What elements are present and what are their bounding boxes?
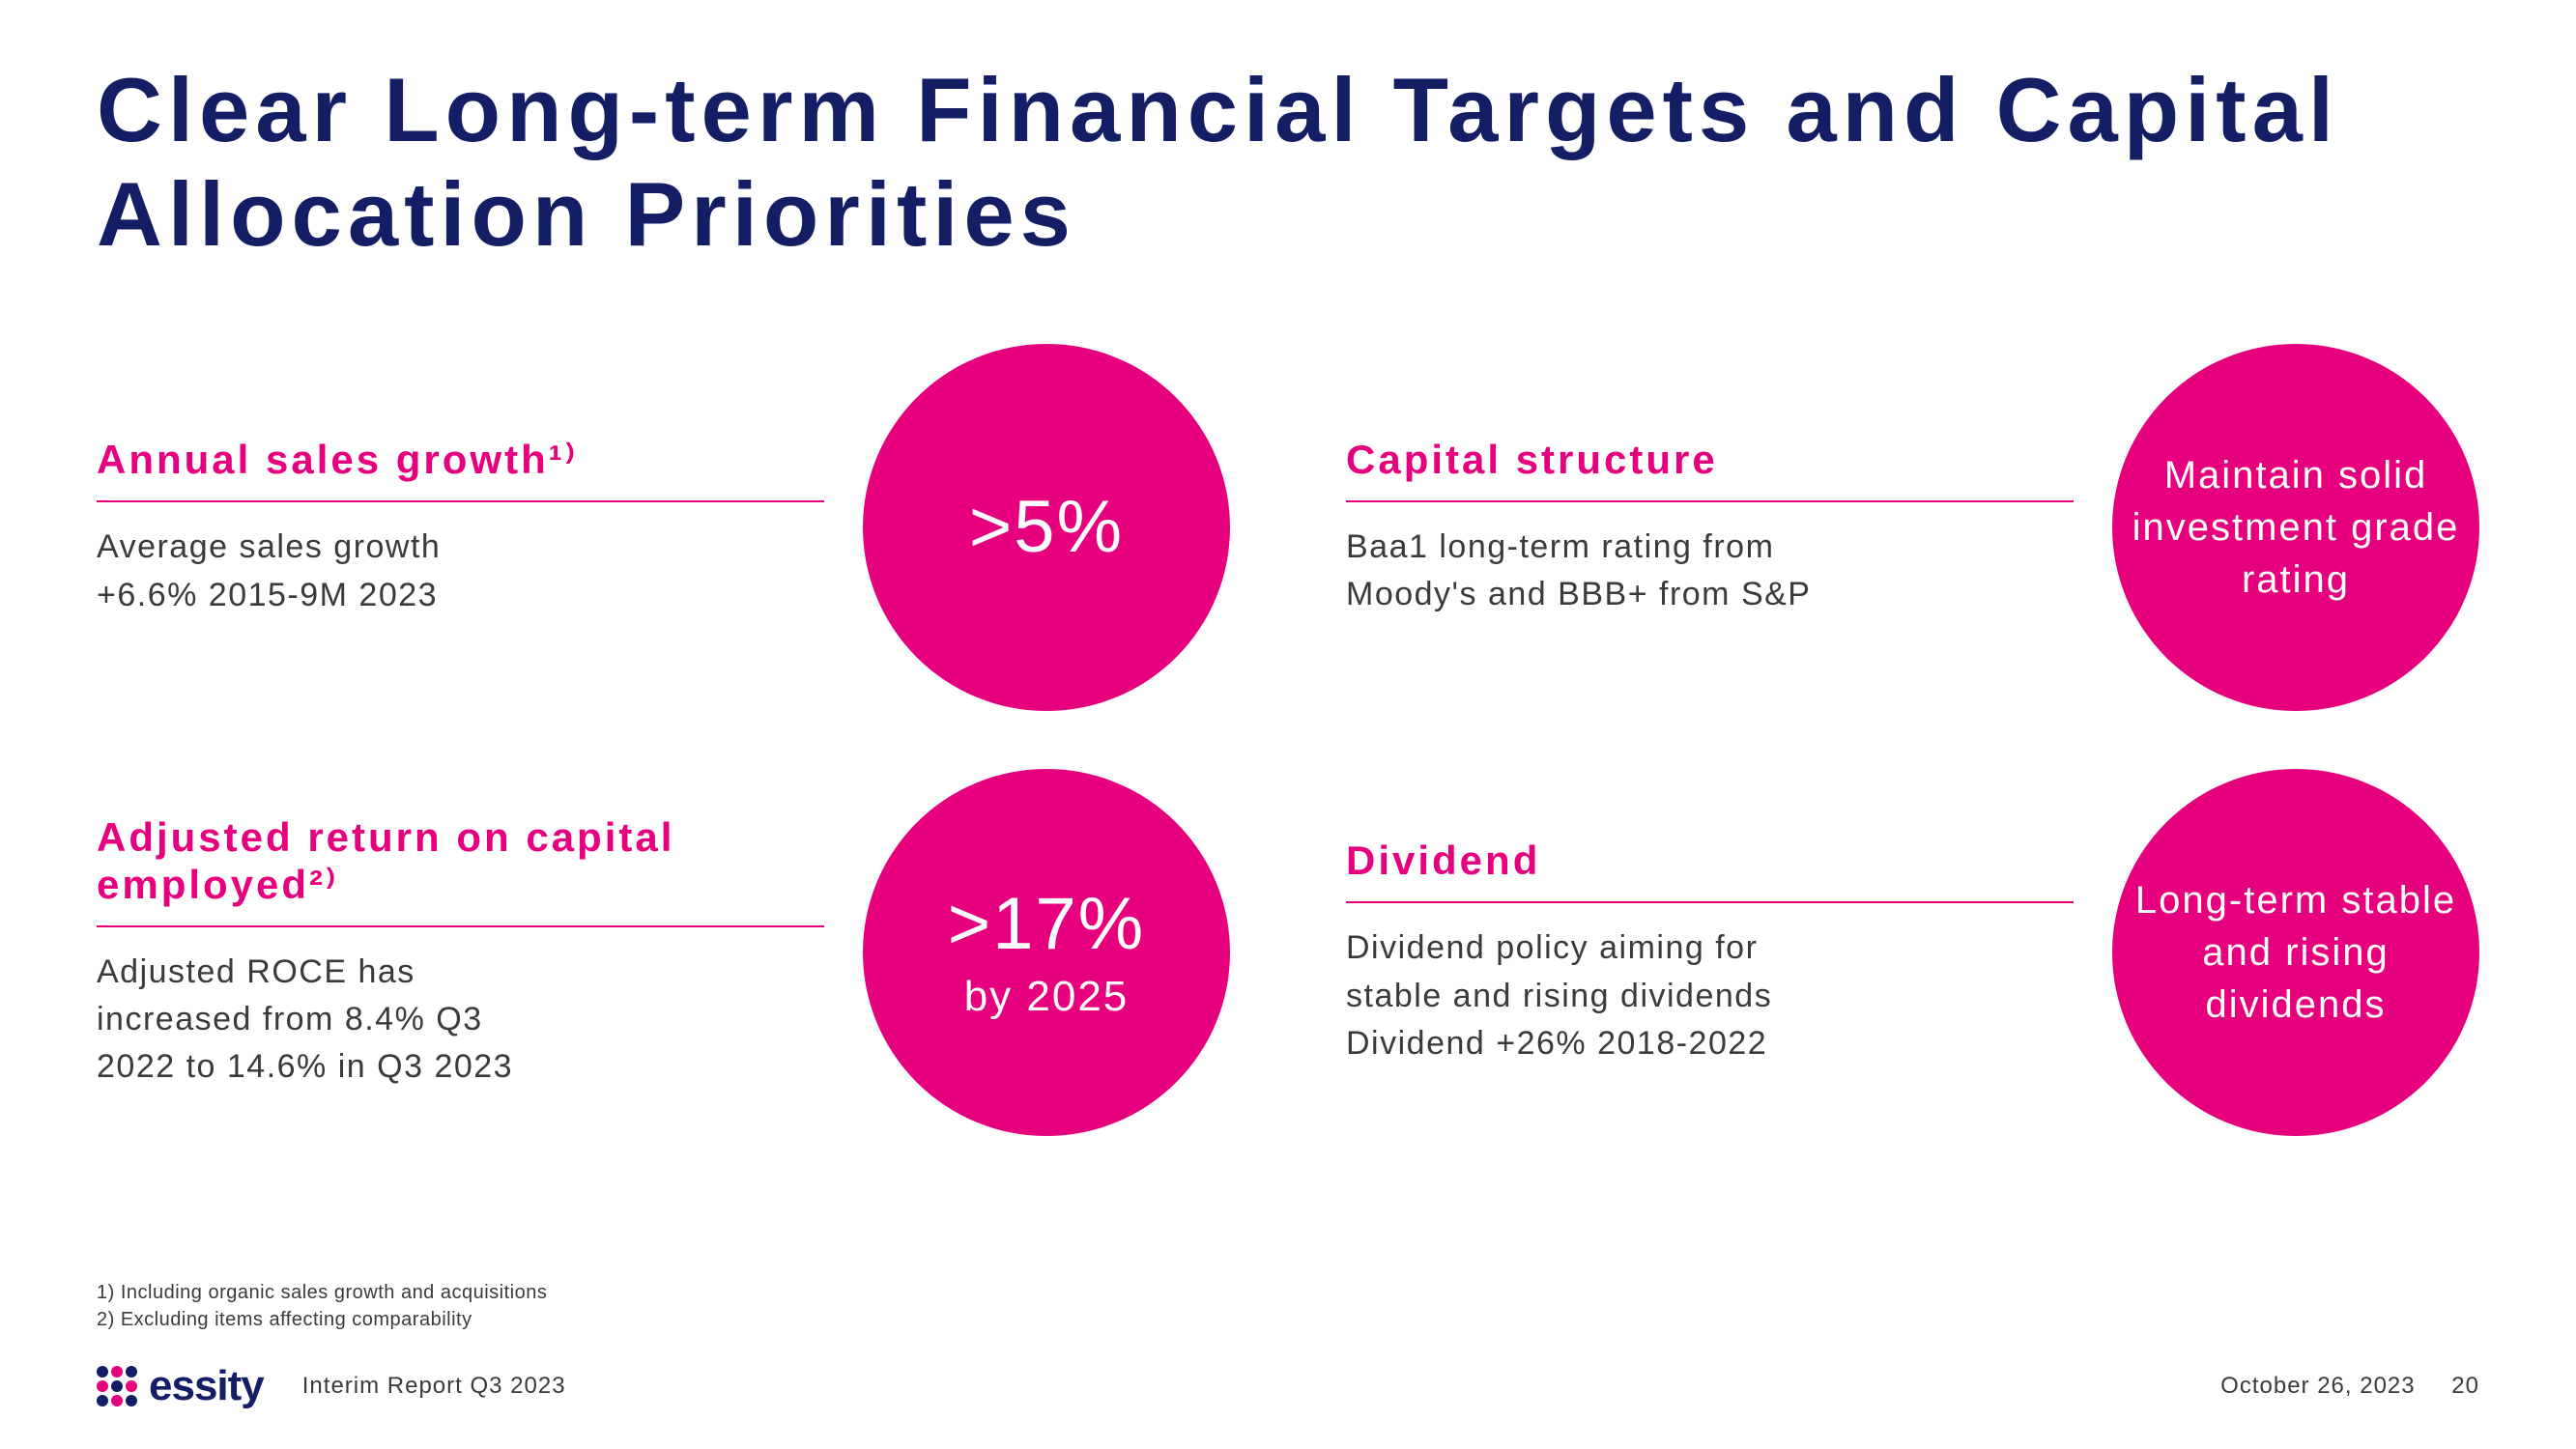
- target-desc: Average sales growth +6.6% 2015-9M 2023: [97, 524, 824, 619]
- circle-value: Maintain solid investment grade rating: [2112, 449, 2479, 606]
- target-circle: >17% by 2025: [863, 769, 1230, 1136]
- company-name: essity: [149, 1362, 264, 1410]
- target-heading: Adjusted return on capital employed²⁾: [97, 814, 824, 927]
- report-date: October 26, 2023: [2220, 1373, 2415, 1399]
- target-desc: Dividend policy aiming for stable and ri…: [1346, 924, 2074, 1067]
- target-desc: Adjusted ROCE has increased from 8.4% Q3…: [97, 949, 824, 1092]
- footer-right: October 26, 2023 20: [2220, 1373, 2479, 1400]
- report-name: Interim Report Q3 2023: [302, 1373, 566, 1400]
- target-heading: Dividend: [1346, 838, 2074, 903]
- footnote-1: 1) Including organic sales growth and ac…: [97, 1279, 547, 1306]
- target-roce: Adjusted return on capital employed²⁾ Ad…: [97, 769, 1230, 1136]
- footer: essity Interim Report Q3 2023 October 26…: [97, 1362, 2479, 1410]
- footnotes: 1) Including organic sales growth and ac…: [97, 1279, 547, 1333]
- target-heading: Capital structure: [1346, 437, 2074, 502]
- target-text: Annual sales growth¹⁾ Average sales grow…: [97, 436, 824, 619]
- circle-value: Long-term stable and rising dividends: [2112, 874, 2479, 1031]
- circle-value: >5%: [969, 487, 1124, 568]
- target-dividend: Dividend Dividend policy aiming for stab…: [1346, 769, 2479, 1136]
- circle-value: >17%: [948, 884, 1146, 965]
- target-desc: Baa1 long-term rating from Moody's and B…: [1346, 524, 2074, 619]
- target-text: Capital structure Baa1 long-term rating …: [1346, 437, 2074, 619]
- page-title: Clear Long-term Financial Targets and Ca…: [97, 58, 2479, 267]
- target-heading: Annual sales growth¹⁾: [97, 436, 824, 502]
- targets-grid: Annual sales growth¹⁾ Average sales grow…: [97, 344, 2479, 1136]
- circle-sub: by 2025: [964, 973, 1130, 1021]
- target-circle: >5%: [863, 344, 1230, 711]
- target-circle: Maintain solid investment grade rating: [2112, 344, 2479, 711]
- target-text: Dividend Dividend policy aiming for stab…: [1346, 838, 2074, 1067]
- slide: Clear Long-term Financial Targets and Ca…: [0, 0, 2576, 1449]
- target-capital-structure: Capital structure Baa1 long-term rating …: [1346, 344, 2479, 711]
- target-text: Adjusted return on capital employed²⁾ Ad…: [97, 814, 824, 1092]
- footnote-2: 2) Excluding items affecting comparabili…: [97, 1306, 547, 1333]
- target-circle: Long-term stable and rising dividends: [2112, 769, 2479, 1136]
- logo-icon: [97, 1366, 137, 1406]
- page-number: 20: [2451, 1373, 2479, 1399]
- company-logo: essity: [97, 1362, 264, 1410]
- target-sales-growth: Annual sales growth¹⁾ Average sales grow…: [97, 344, 1230, 711]
